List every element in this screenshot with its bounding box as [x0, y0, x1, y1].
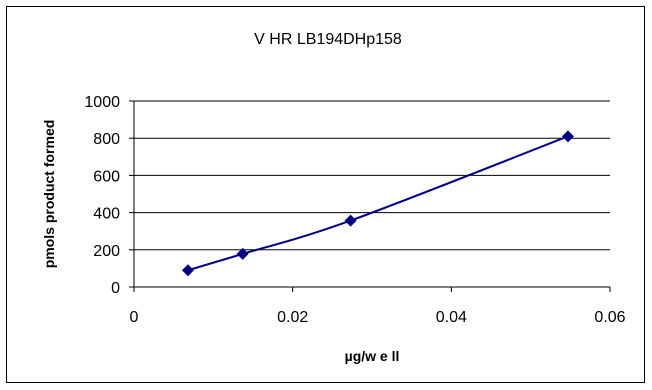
chart-title: V HR LB194DHp158	[254, 31, 402, 48]
y-tick-label: 0	[111, 280, 120, 297]
axis-layer	[129, 100, 611, 292]
x-tick-label: 0.04	[436, 309, 467, 326]
tick-layer: 0 200 400 600 800 1000 0 0.02 0.04 0.06	[84, 94, 625, 326]
x-tick-label: 0.06	[594, 309, 625, 326]
series-line	[187, 135, 569, 272]
data-point-marker	[344, 214, 357, 227]
x-tick-label: 0	[130, 309, 139, 326]
series-layer	[181, 130, 574, 277]
y-axis-title: pmols product formed	[41, 120, 57, 269]
y-tick-label: 400	[93, 206, 120, 223]
x-tick-label: 0.02	[277, 309, 308, 326]
chart-frame	[6, 6, 645, 383]
data-point-marker	[561, 130, 574, 143]
y-tick-label: 800	[93, 131, 120, 148]
y-tick-label: 600	[93, 168, 120, 185]
data-point-marker	[236, 247, 249, 260]
y-tick-label: 1000	[84, 94, 120, 111]
x-axis-title: µg/w e ll	[345, 348, 400, 364]
data-point-marker	[181, 264, 194, 277]
grid-layer	[134, 100, 610, 251]
y-tick-label: 200	[93, 243, 120, 260]
